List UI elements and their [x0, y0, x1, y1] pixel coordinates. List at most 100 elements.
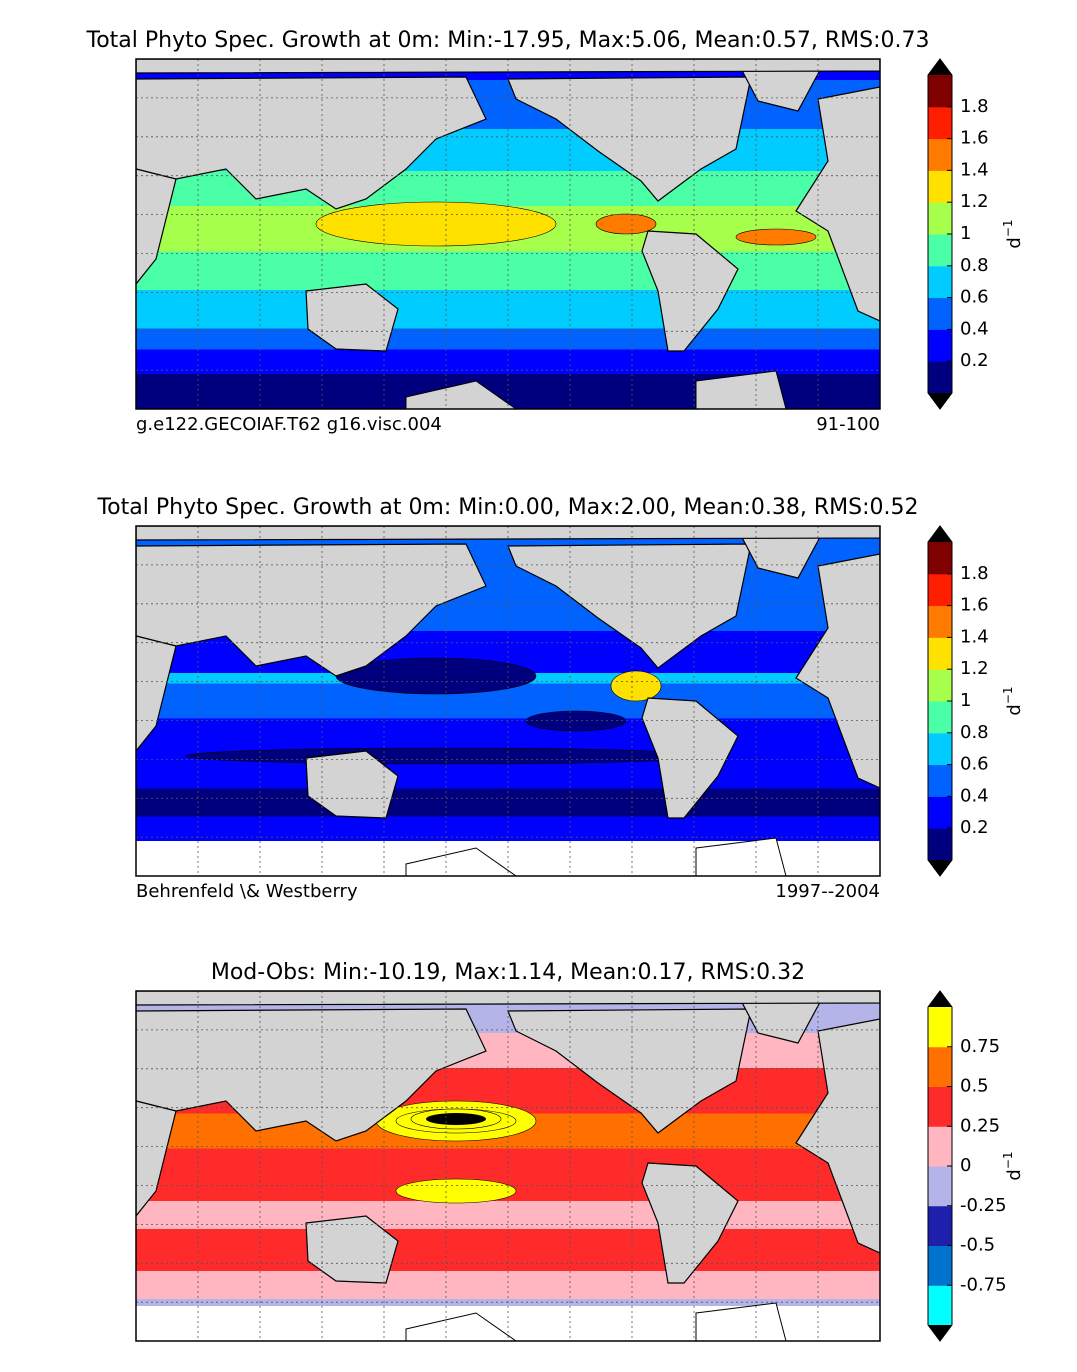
left-caption: g.e122.GECOIAF.T62 g16.visc.004 [136, 414, 442, 435]
colorbar-tick-label: 0.2 [960, 350, 989, 371]
colorbar-extend [928, 59, 952, 75]
map [136, 526, 880, 876]
ocean-band [136, 1229, 880, 1271]
map-frame [135, 525, 881, 877]
antarctica [405, 370, 787, 409]
ocean-feature [426, 1113, 486, 1125]
colorbar-tick-label: 0.25 [960, 1115, 1000, 1136]
colorbar-tick-label: 1.6 [960, 128, 989, 149]
colorbar-extend [928, 1325, 952, 1341]
panel: Mod-Obs: Min:-10.19, Max:1.14, Mean:0.17… [135, 960, 1025, 1342]
colorbar-frame [927, 990, 953, 1342]
colorbar-tick-label: 1.8 [960, 563, 989, 584]
ocean-feature [315, 201, 557, 247]
colorbar-bin [928, 828, 952, 861]
colorbar-bin [928, 361, 952, 394]
colorbar-bin [928, 297, 952, 330]
antarctica [405, 837, 787, 876]
unit-exponent: −1 [1001, 219, 1015, 237]
panel-title: Mod-Obs: Min:-10.19, Max:1.14, Mean:0.17… [211, 960, 805, 985]
colorbar-tick-label: 0.8 [960, 255, 989, 276]
colorbar-tick-label: 0.8 [960, 722, 989, 743]
unit: d [1004, 237, 1025, 248]
unit-exponent: −1 [1001, 1151, 1015, 1169]
right-caption: 91-100 [816, 414, 880, 435]
colorbar-bin [928, 106, 952, 140]
map [136, 59, 880, 409]
antarctica [405, 1302, 787, 1341]
colorbar-bin [928, 732, 952, 766]
colorbar-frame [927, 58, 953, 410]
colorbar-extend [928, 991, 952, 1007]
map-frame [135, 990, 881, 1342]
colorbar-bin [928, 701, 952, 734]
colorbar-extend [928, 526, 952, 542]
colorbar-tick-label: 1.4 [960, 626, 989, 647]
colorbar-bin [928, 1046, 952, 1087]
colorbar-bin [928, 1205, 952, 1246]
panel: Total Phyto Spec. Growth at 0m: Min:0.00… [96, 495, 1025, 902]
colorbar-tick-label: 0.4 [960, 318, 989, 339]
ocean-band [136, 1271, 880, 1299]
colorbar-tick-label: 0.6 [960, 287, 989, 308]
colorbar-bin [928, 1007, 952, 1048]
colorbar-tick-label: 1.4 [960, 159, 989, 180]
ocean-feature [735, 228, 817, 246]
map-frame [135, 58, 881, 410]
colorbar-extend [928, 393, 952, 409]
colorbar-bin [928, 138, 952, 171]
ocean-feature [595, 213, 657, 235]
colorbar-bin [928, 202, 952, 235]
colorbar-tick-label: 1 [960, 223, 971, 244]
panel-title: Total Phyto Spec. Growth at 0m: Min:0.00… [96, 495, 918, 520]
colorbar-bin [928, 605, 952, 638]
panel: Total Phyto Spec. Growth at 0m: Min:-17.… [86, 28, 1025, 435]
colorbar-bin [928, 542, 952, 575]
colorbar-unit: d−1 [1001, 1151, 1025, 1180]
colorbar-bin [928, 329, 952, 362]
colorbar-bin [928, 265, 952, 299]
unit: d [1004, 1169, 1025, 1180]
colorbar-tick-label: 1.2 [960, 191, 989, 212]
colorbar-tick-label: 0 [960, 1155, 971, 1176]
colorbar-frame [927, 525, 953, 877]
colorbar-unit: d−1 [1001, 686, 1025, 715]
colorbar-bin [928, 1245, 952, 1286]
panel-title: Total Phyto Spec. Growth at 0m: Min:-17.… [86, 28, 930, 53]
colorbar-tick-label: 0.2 [960, 817, 989, 838]
colorbar-bin [928, 1086, 952, 1127]
colorbar-unit: d−1 [1001, 219, 1025, 248]
colorbar-bin [928, 1166, 952, 1207]
unit: d [1004, 704, 1025, 715]
colorbar-tick-label: 0.5 [960, 1076, 989, 1097]
colorbar-tick-label: -0.5 [960, 1235, 995, 1256]
colorbar-tick-label: 1.2 [960, 658, 989, 679]
colorbar-bin [928, 234, 952, 267]
ocean-feature [395, 1178, 517, 1204]
colorbar-tick-label: 0.6 [960, 754, 989, 775]
colorbar-bin [928, 1285, 952, 1326]
ocean-feature [525, 710, 627, 732]
colorbar-tick-label: 1.6 [960, 595, 989, 616]
colorbar-bin [928, 764, 952, 797]
colorbar-bin [928, 75, 952, 108]
right-caption: 1997--2004 [775, 881, 880, 902]
colorbar-extend [928, 860, 952, 876]
colorbar-tick-label: -0.75 [960, 1274, 1007, 1295]
colorbar-tick-label: 1.8 [960, 96, 989, 117]
colorbar-bin [928, 170, 952, 203]
colorbar-tick-label: 0.4 [960, 785, 989, 806]
colorbar-bin [928, 796, 952, 829]
colorbar-tick-label: 0.75 [960, 1036, 1000, 1057]
colorbar-bin [928, 669, 952, 702]
colorbar-bin [928, 637, 952, 670]
ocean-feature [610, 670, 662, 702]
unit-exponent: −1 [1001, 686, 1015, 704]
colorbar-bin [928, 573, 952, 607]
map [136, 991, 880, 1341]
colorbar-bin [928, 1126, 952, 1167]
colorbar-tick-label: -0.25 [960, 1195, 1007, 1216]
left-caption: Behrenfeld \& Westberry [136, 881, 358, 902]
colorbar-tick-label: 1 [960, 690, 971, 711]
